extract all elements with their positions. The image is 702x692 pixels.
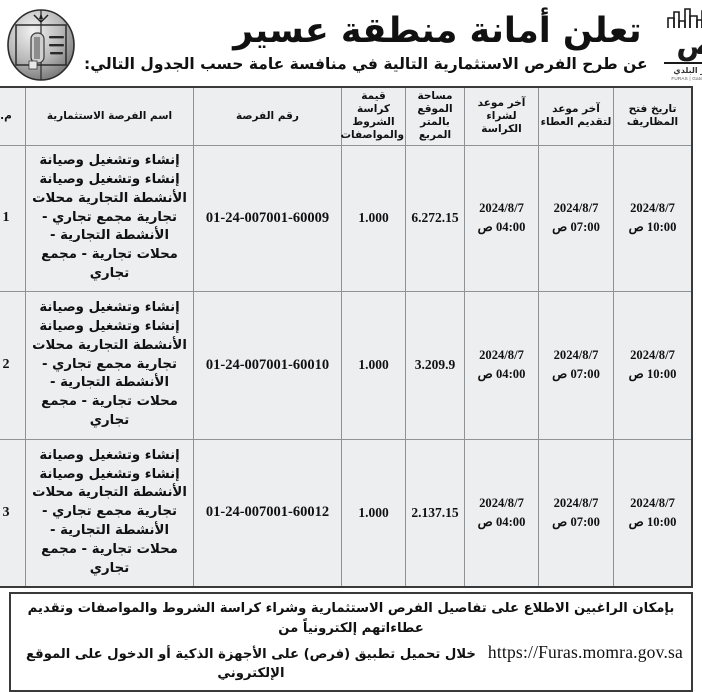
cell-envelope-open-date: 2024/8/7 10:00 ص (613, 290, 693, 440)
furas-tagline-en: FURAS | Gate to Municipal Investments (671, 76, 702, 81)
cell-opportunity-name: إنشاء وتشغيل وصيانة إنشاء وتشغيل وصيانة … (25, 290, 194, 440)
col-header-booklet-deadline: آخر موعد لشراء الكراسة (464, 86, 539, 146)
open-time-value: 10:00 ص (628, 514, 677, 529)
bid-time-value: 07:00 ص (552, 514, 600, 529)
bid-time-value: 07:00 ص (552, 367, 600, 381)
cell-envelope-open-date: 2024/8/7 10:00 ص (613, 438, 693, 588)
logo-divider (663, 62, 702, 64)
cell-index: 2 (0, 290, 26, 440)
col-header-opportunity-name: اسم الفرصة الاستثمارية (25, 86, 194, 146)
bid-time-value: 07:00 ص (552, 220, 600, 234)
page-subtitle: عن طرح الفرص الاستثمارية التالية في مناف… (84, 55, 648, 74)
booklet-time-value: 04:00 ص (477, 220, 526, 234)
city-skyline-icon (666, 8, 702, 28)
cell-booklet-price: 1.000 (341, 144, 406, 292)
cell-booklet-deadline: 2024/8/7 04:00 ص (464, 290, 539, 440)
page-header: تعلن أمانة منطقة عسير عن طرح الفرص الاست… (0, 0, 702, 86)
table-header: تاريخ فتح المظاريف آخر موعد لتقديم العطا… (0, 86, 693, 146)
cell-booklet-deadline: 2024/8/7 04:00 ص (464, 144, 539, 292)
furas-logo: فرص بوابة الاستثمار البلدي FURAS | Gate … (658, 0, 702, 86)
table-body: 2024/8/7 10:00 ص 2024/8/7 07:00 ص 2024/8… (0, 144, 693, 588)
furas-tagline-ar: بوابة الاستثمار البلدي (673, 66, 702, 75)
emblem-container (0, 0, 78, 86)
cell-site-area: 6.272.15 (405, 144, 465, 292)
furas-wordmark: فرص (676, 27, 702, 62)
bid-date-value: 2024/8/7 (553, 348, 599, 363)
page-title: تعلن أمانة منطقة عسير (233, 10, 642, 51)
cell-opportunity-name: إنشاء وتشغيل وصيانة إنشاء وتشغيل وصيانة … (25, 438, 194, 588)
open-date-value: 2024/8/7 (630, 495, 675, 510)
table-row: 2024/8/7 10:00 ص 2024/8/7 07:00 ص 2024/8… (0, 144, 693, 292)
cell-opportunity-number: 01-24-007001-60012 (193, 438, 342, 588)
col-header-opportunity-number: رقم الفرصة (193, 86, 342, 146)
footer-note: بإمكان الراغبين الاطلاع على تفاصيل الفرص… (9, 592, 693, 692)
cell-envelope-open-date: 2024/8/7 10:00 ص (613, 144, 693, 292)
booklet-time-value: 04:00 ص (477, 367, 526, 381)
cell-opportunity-name: إنشاء وتشغيل وصيانة إنشاء وتشغيل وصيانة … (25, 144, 194, 292)
cell-bid-deadline: 2024/8/7 07:00 ص (538, 438, 614, 588)
opportunities-table: تاريخ فتح المظاريف آخر موعد لتقديم العطا… (0, 86, 693, 588)
open-time-value: 10:00 ص (628, 220, 677, 234)
col-header-bid-deadline: آخر موعد لتقديم العطاء (538, 86, 614, 146)
cell-booklet-deadline: 2024/8/7 04:00 ص (464, 438, 539, 588)
open-time-value: 10:00 ص (628, 367, 677, 381)
furas-portal-url[interactable]: https://Furas.momra.gov.sa (487, 641, 683, 662)
cell-booklet-price: 1.000 (341, 290, 406, 440)
col-header-booklet-price: قيمة كراسة الشروط والمواصفات (341, 86, 406, 146)
title-block: تعلن أمانة منطقة عسير عن طرح الفرص الاست… (78, 0, 658, 86)
open-date-value: 2024/8/7 (630, 348, 675, 363)
cell-opportunity-number: 01-24-007001-60010 (193, 290, 342, 440)
col-header-index: م. (0, 86, 26, 146)
footer-line-2: خلال تحميل تطبيق (فرص) على الأجهزة الذكي… (19, 639, 683, 685)
bid-date-value: 2024/8/7 (553, 495, 599, 510)
cell-index: 1 (0, 144, 26, 292)
cell-index: 3 (0, 438, 26, 588)
table-row: 2024/8/7 10:00 ص 2024/8/7 07:00 ص 2024/8… (0, 290, 693, 440)
table-header-row: تاريخ فتح المظاريف آخر موعد لتقديم العطا… (0, 86, 693, 146)
cell-bid-deadline: 2024/8/7 07:00 ص (538, 290, 614, 440)
cell-opportunity-number: 01-24-007001-60009 (193, 144, 342, 292)
cell-site-area: 3.209.9 (405, 290, 465, 440)
table-row: 2024/8/7 10:00 ص 2024/8/7 07:00 ص 2024/8… (0, 438, 693, 588)
col-header-envelope-open-date: تاريخ فتح المظاريف (613, 86, 693, 146)
booklet-date-value: 2024/8/7 (479, 495, 524, 510)
cell-booklet-price: 1.000 (341, 438, 406, 588)
cell-site-area: 2.137.15 (405, 438, 465, 588)
booklet-date-value: 2024/8/7 (479, 201, 524, 216)
booklet-date-value: 2024/8/7 (479, 348, 524, 363)
cell-bid-deadline: 2024/8/7 07:00 ص (538, 144, 614, 292)
footer-line-1: بإمكان الراغبين الاطلاع على تفاصيل الفرص… (27, 601, 675, 636)
bid-date-value: 2024/8/7 (553, 201, 599, 216)
col-header-site-area: مساحة الموقع بالمتر المربع (405, 86, 465, 146)
asir-municipality-emblem-icon (4, 3, 78, 83)
open-date-value: 2024/8/7 (630, 201, 675, 216)
opportunities-table-container: تاريخ فتح المظاريف آخر موعد لتقديم العطا… (0, 86, 702, 588)
footer-line-2-text: خلال تحميل تطبيق (فرص) على الأجهزة الذكي… (26, 646, 476, 682)
booklet-time-value: 04:00 ص (477, 514, 526, 529)
